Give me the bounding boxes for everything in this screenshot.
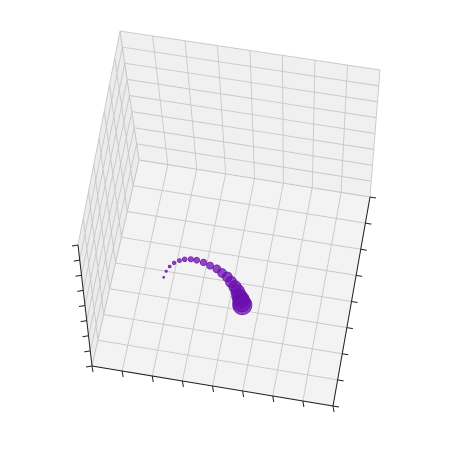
x-tick: [332, 405, 335, 413]
z-tick: [84, 350, 91, 353]
scatter-point: [182, 256, 188, 262]
back-grid-line: [127, 78, 377, 119]
scatter-point: [172, 260, 177, 266]
floor-grid-line: [133, 185, 366, 224]
back-grid-line: [124, 62, 378, 103]
scatter-point: [164, 269, 168, 273]
back-grid-line: [282, 55, 284, 184]
z-tick: [80, 320, 87, 323]
back-grid-line: [340, 65, 348, 193]
axis-ticks: [71, 196, 377, 413]
scatter-point: [199, 258, 208, 267]
x-tick: [302, 400, 305, 408]
x-tick: [121, 370, 124, 378]
x-tick: [91, 365, 94, 373]
left-grid-line: [82, 79, 128, 291]
z-tick: [77, 289, 84, 292]
z-tick: [82, 335, 89, 338]
back-grid-line: [129, 95, 376, 134]
y-tick: [369, 196, 377, 199]
scatter-point: [162, 275, 165, 279]
y-tick: [365, 222, 372, 225]
y-tick: [351, 301, 358, 303]
x-tick: [272, 395, 275, 403]
z-tick: [75, 274, 82, 277]
back-grid-line: [311, 60, 316, 188]
scatter-point: [177, 258, 182, 263]
left-grid-line: [103, 111, 122, 238]
z-tick: [71, 244, 79, 247]
back-grid-line: [122, 46, 379, 87]
y-tick: [332, 405, 340, 408]
left-grid-line: [77, 30, 121, 246]
y-tick: [346, 327, 353, 330]
left-grid-line: [114, 57, 134, 186]
back-grid-line: [119, 30, 381, 71]
left-pane: [78, 31, 139, 366]
floor-grid-line: [302, 192, 342, 402]
left-grid-line: [119, 30, 140, 161]
x-tick: [181, 380, 184, 388]
left-grid-line: [109, 84, 128, 212]
y-tick: [360, 248, 367, 251]
floor-grid-line: [121, 236, 357, 276]
y-tick: [356, 274, 363, 277]
x-tick: [151, 375, 154, 383]
floor-grid-line: [242, 183, 284, 392]
floor-grid-line: [272, 187, 313, 397]
z-tick: [85, 365, 93, 368]
scatter-point: [193, 256, 200, 264]
z-tick: [73, 259, 80, 262]
scatter-point: [167, 264, 172, 269]
y-tick: [337, 379, 344, 382]
left-grid-line: [79, 47, 123, 261]
back-grid-line: [369, 69, 381, 198]
scatter-point: [232, 295, 253, 316]
y-tick: [342, 353, 349, 356]
x-tick: [212, 385, 214, 393]
data-points: [162, 256, 253, 316]
left-grid-line: [81, 63, 126, 276]
floor-grid-line: [127, 211, 361, 250]
scatter-point: [206, 261, 214, 270]
left-grid-line: [84, 95, 130, 306]
x-tick: [242, 390, 245, 398]
z-tick: [78, 305, 86, 307]
scatter-point: [187, 256, 194, 263]
